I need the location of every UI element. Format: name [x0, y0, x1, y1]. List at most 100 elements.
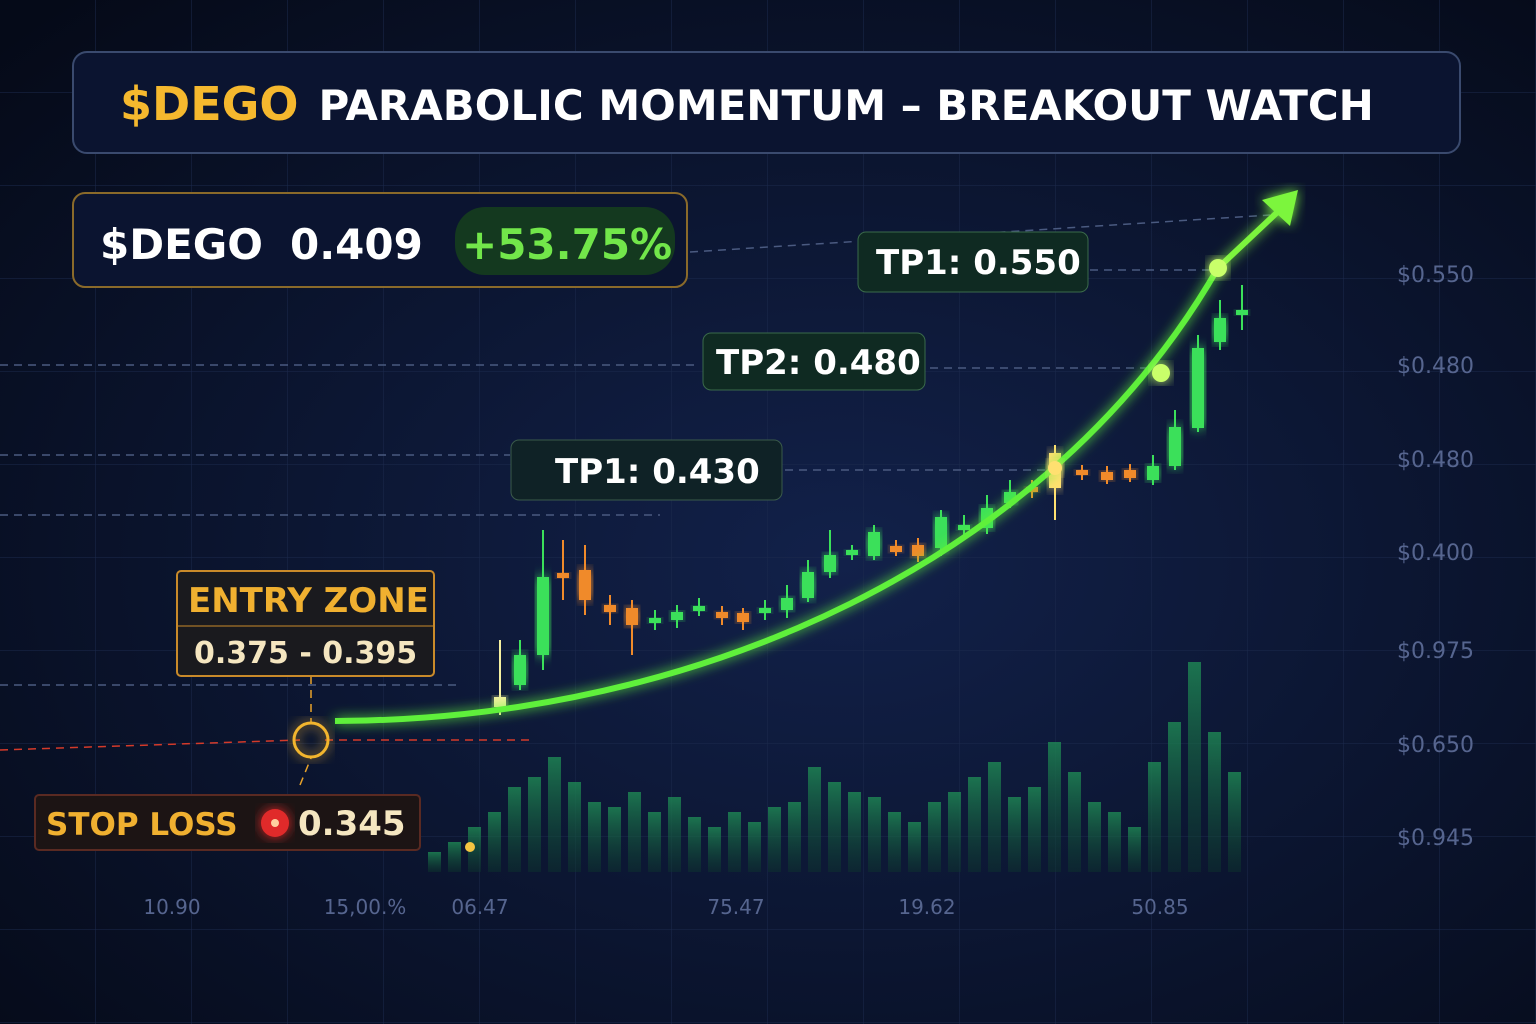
volume-bar — [1008, 797, 1021, 872]
candle-body — [716, 612, 728, 618]
x-axis-label: 06.47 — [451, 895, 508, 919]
candle-body — [1236, 310, 1248, 315]
candle-body — [1147, 466, 1159, 480]
volume-bar — [608, 807, 621, 872]
candle-body — [802, 572, 814, 598]
candle-body — [824, 555, 836, 572]
trend-curve — [334, 266, 1221, 724]
x-axis-label: 19.62 — [898, 895, 955, 919]
candle-body — [958, 525, 970, 530]
volume-bar — [528, 777, 541, 872]
title-box — [72, 51, 1461, 154]
volume-bar — [848, 792, 861, 872]
candle-body — [537, 577, 549, 655]
guides — [0, 214, 1271, 786]
y-axis-label: $0.975 — [1397, 639, 1474, 664]
volume-bar — [888, 812, 901, 872]
x-axis-label: 15,00.% — [324, 895, 407, 919]
volume-bar — [1068, 772, 1081, 872]
target-point — [1048, 461, 1062, 475]
stop-icon-dot — [271, 819, 279, 827]
candle-body — [912, 545, 924, 556]
volume-bar — [1188, 662, 1201, 872]
candle-body — [890, 546, 902, 552]
plot-layer — [428, 285, 1248, 872]
arrow-head — [1262, 190, 1298, 226]
y-axis-label: $0.480 — [1397, 354, 1474, 379]
candle-body — [1076, 470, 1088, 475]
candle-body — [781, 598, 793, 610]
candle-body — [557, 573, 569, 578]
target-box — [510, 439, 783, 501]
stop-value: 0.345 — [298, 804, 406, 844]
volume-bar — [728, 812, 741, 872]
target-point — [1152, 364, 1170, 382]
volume-bar — [468, 827, 481, 872]
y-axis-label: $0.550 — [1397, 263, 1474, 288]
volume-bar — [828, 782, 841, 872]
volume-bar — [548, 757, 561, 872]
stop-line — [0, 739, 530, 751]
candle-body — [935, 517, 947, 548]
candle-body — [626, 608, 638, 625]
candle-body — [671, 612, 683, 620]
volume-bar — [1128, 827, 1141, 872]
volume-bar — [568, 782, 581, 872]
volume-bar — [1148, 762, 1161, 872]
candle-body — [737, 613, 749, 622]
volume-bar — [808, 767, 821, 872]
badge-price: 0.409 — [290, 220, 423, 269]
candle-body — [1192, 348, 1204, 428]
target-box — [857, 231, 1089, 293]
candle-body — [494, 697, 506, 707]
guide-line — [0, 214, 1271, 686]
volume-bar — [1088, 802, 1101, 872]
volume-bar — [588, 802, 601, 872]
volume-bar — [788, 802, 801, 872]
entry-point — [292, 721, 330, 759]
volume-bar — [688, 817, 701, 872]
target-label: TP1: 0.550 — [876, 243, 1081, 283]
candle-body — [1004, 492, 1016, 503]
y-axis-label: $0.945 — [1397, 826, 1474, 851]
stop-label: STOP LOSS — [46, 807, 238, 843]
marker — [465, 842, 475, 852]
candle-body — [604, 605, 616, 612]
candle-body — [1169, 427, 1181, 466]
target-point — [1209, 259, 1227, 277]
y-axis-label: $0.400 — [1397, 541, 1474, 566]
candle-body — [693, 606, 705, 611]
volume-bar — [1228, 772, 1241, 872]
volume-bar — [908, 822, 921, 872]
entry-box — [176, 570, 435, 677]
title-ticker: $DEGO — [120, 77, 298, 131]
volume-bar — [1028, 787, 1041, 872]
trend-arrow — [1215, 202, 1288, 271]
volume-bar — [928, 802, 941, 872]
entry-connector — [299, 676, 312, 786]
volume-bar — [988, 762, 1001, 872]
x-axis-label: 50.85 — [1131, 895, 1188, 919]
candle-body — [579, 570, 591, 600]
volume-bar — [748, 822, 761, 872]
entry-label: ENTRY ZONE — [188, 581, 429, 621]
stop-box — [34, 794, 421, 851]
candle-body — [759, 608, 771, 613]
volume-bar — [428, 852, 441, 872]
y-axis-label: $0.650 — [1397, 733, 1474, 758]
volume-bar — [488, 812, 501, 872]
candle-body — [649, 618, 661, 623]
target-label: TP2: 0.480 — [716, 343, 921, 383]
x-axis-label: 10.90 — [143, 895, 200, 919]
y-axis-label: $0.480 — [1397, 448, 1474, 473]
candle-body — [868, 532, 880, 556]
volume-bar — [448, 842, 461, 872]
candle-body — [1101, 472, 1113, 480]
volume-bar — [508, 787, 521, 872]
candle-body — [846, 550, 858, 555]
volume-bar — [708, 827, 721, 872]
volume-bar — [1208, 732, 1221, 872]
title: $DEGO PARABOLIC MOMENTUM – BREAKOUT WATCH — [120, 77, 1374, 131]
candle-body — [1124, 470, 1136, 478]
target-box — [702, 332, 926, 391]
